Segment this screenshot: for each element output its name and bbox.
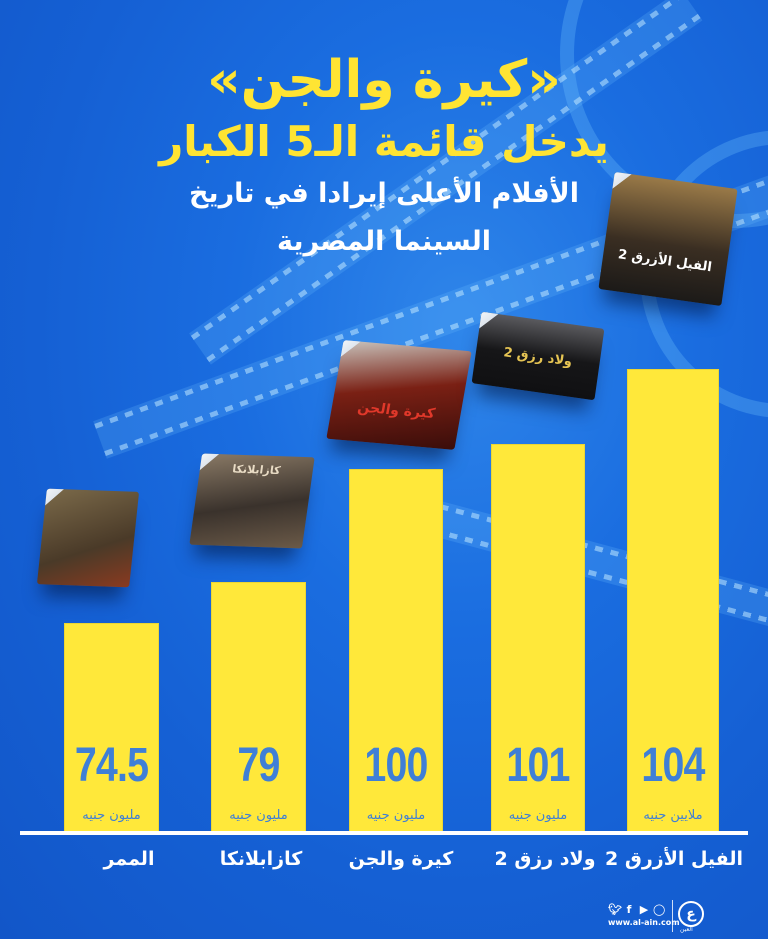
x-label-casablanca: كازابلانكا (219, 848, 303, 870)
youtube-icon[interactable]: ▶ (639, 903, 649, 916)
footer-branding: 🐦︎ f ▶ ◯ www.al-ain.com ع العين (608, 900, 718, 933)
logo-text: العين (680, 926, 693, 933)
bar-value: 100 (364, 739, 428, 792)
x-label-blue-elephant-2: الفيل الأزرق 2 (604, 848, 744, 870)
bar-unit: مليون جنيه (366, 808, 426, 823)
facebook-icon[interactable]: f (626, 903, 632, 916)
bar-unit: مليون جنيه (229, 808, 288, 823)
poster-blue-elephant-2: الفيل الأزرق 2 (598, 171, 738, 307)
main-title: «كيرة والجن» (207, 50, 561, 110)
bar-blue-elephant-2: 104 ملايين جنيه (627, 369, 719, 833)
bar-unit: مليون جنيه (508, 808, 568, 823)
bar-unit: ملايين جنيه (643, 808, 703, 823)
poster-kira-wel-gin: كيرة والجن (326, 340, 472, 450)
chart-baseline (20, 831, 748, 835)
poster-welad-rizk-2: ولاد رزق 2 (471, 311, 605, 401)
subtitle: يدخل قائمة الـ5 الكبار (159, 117, 609, 166)
x-label-el-mamar: الممر (103, 848, 155, 870)
twitter-icon[interactable]: 🐦︎ (608, 903, 622, 916)
website-link[interactable]: www.al-ain.com (608, 918, 680, 927)
bar-el-mamar: 74.5 مليون جنيه (64, 623, 159, 833)
x-label-kira-wel-gin: كيرة والجن (348, 848, 454, 870)
bar-casablanca: 79 مليون جنيه (211, 582, 306, 833)
x-label-welad-rizk-2: ولاد رزق 2 (494, 848, 596, 870)
social-icons: 🐦︎ f ▶ ◯ (608, 904, 665, 916)
bar-value: 74.5 (74, 739, 149, 792)
bar-unit: مليون جنيه (82, 808, 141, 823)
bar-value: 104 (641, 739, 705, 792)
poster-casablanca: كازابلانكا (189, 453, 315, 549)
poster-el-mamar (36, 488, 140, 588)
divider (672, 900, 673, 932)
bar-kira-wel-gin: 100 مليون جنيه (349, 469, 443, 833)
bar-welad-rizk-2: 101 مليون جنيه (491, 444, 585, 833)
bar-value: 101 (506, 739, 570, 792)
instagram-icon[interactable]: ◯ (653, 903, 666, 916)
description-line-2: السينما المصرية (277, 226, 491, 257)
bar-value: 79 (237, 739, 280, 792)
description-line-1: الأفلام الأعلى إيرادا في تاريخ (188, 178, 580, 209)
al-ain-logo-icon: ع (678, 901, 704, 927)
